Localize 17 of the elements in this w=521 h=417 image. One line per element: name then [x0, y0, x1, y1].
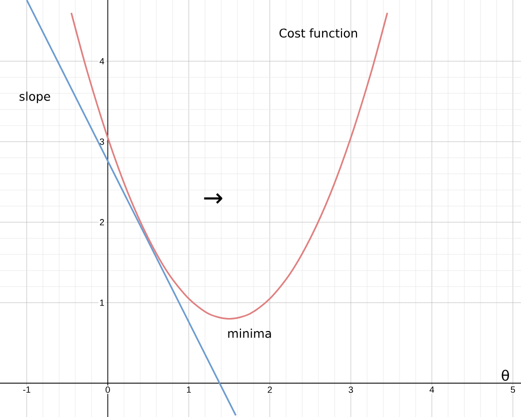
x-tick-label: 2 [268, 386, 272, 393]
x-tick-label: 1 [186, 386, 191, 393]
annotation: slope [20, 92, 50, 104]
y-tick-label: 4 [100, 58, 104, 64]
x-tick-label: 5 [510, 386, 516, 393]
x-axis-title: θ [502, 370, 509, 381]
annotation: → [204, 193, 222, 204]
annotation: minima [228, 328, 271, 338]
x-tick-label: 0 [106, 386, 110, 393]
x-tick-label: 4 [430, 386, 434, 393]
y-tick-label: 1 [100, 300, 104, 306]
y-tick-label: 3 [100, 138, 104, 145]
x-tick-label: -1 [23, 386, 30, 393]
x-tick-label: 3 [348, 386, 353, 393]
line-series [70, 12, 388, 320]
annotation: Cost function [280, 28, 358, 38]
y-tick-label: 2 [100, 219, 104, 226]
